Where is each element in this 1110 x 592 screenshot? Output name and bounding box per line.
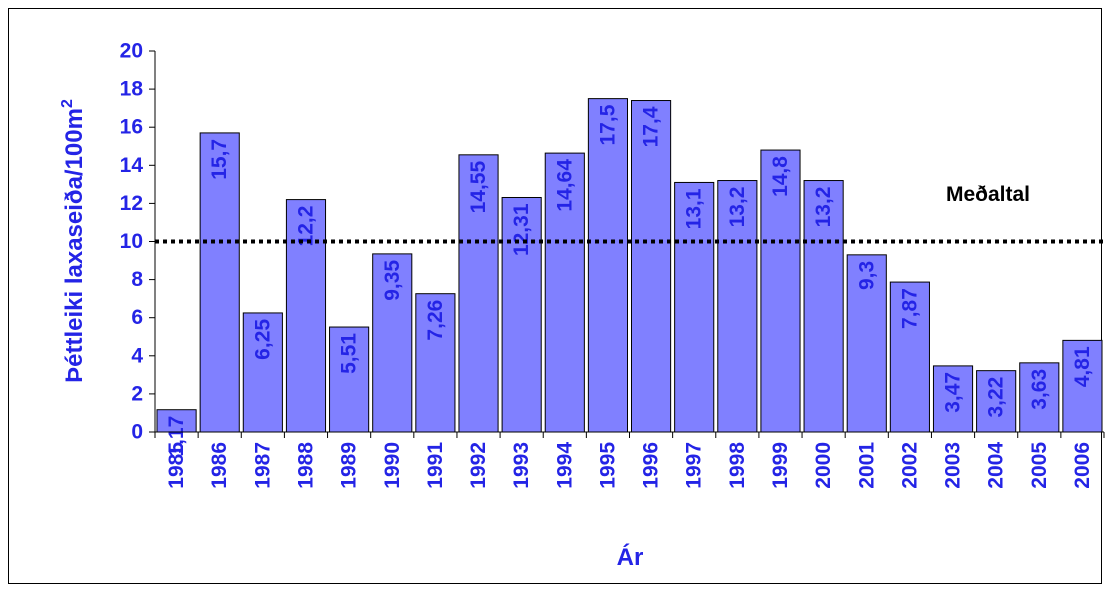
x-tick-label-1989: 1989	[338, 442, 361, 489]
bar-2001	[846, 254, 887, 433]
data-label-1987: 6,25	[251, 319, 274, 360]
data-label-1993: 12,31	[510, 203, 533, 256]
x-tick-label-1990: 1990	[381, 442, 404, 489]
data-label-1994: 14,64	[553, 159, 576, 212]
x-tick-label-1988: 1988	[294, 442, 317, 489]
y-tick-label-0: 0	[131, 421, 143, 444]
x-tick-label-2001: 2001	[855, 442, 878, 489]
x-tick-label-1992: 1992	[467, 442, 490, 489]
x-tick-label-2004: 2004	[985, 442, 1008, 489]
bar-1993	[501, 196, 542, 433]
x-tick-label-2002: 2002	[898, 442, 921, 489]
data-label-1986: 15,7	[208, 139, 231, 180]
data-label-2005: 3,63	[1028, 369, 1051, 410]
x-tick-label-2003: 2003	[942, 442, 965, 489]
bar-2005	[1019, 362, 1060, 433]
x-tick-label-1998: 1998	[726, 442, 749, 489]
bar-2004	[976, 370, 1017, 433]
data-label-2003: 3,47	[942, 372, 965, 413]
x-tick-label-2005: 2005	[1028, 442, 1051, 489]
x-axis-title: Ár	[617, 543, 644, 571]
x-tick-label-1997: 1997	[683, 442, 706, 489]
y-tick-label-2: 2	[131, 382, 143, 405]
x-tick-label-1996: 1996	[640, 442, 663, 489]
y-axis-title-text: Þéttleiki laxaseiða/100m	[61, 108, 88, 383]
data-label-1997: 13,1	[683, 188, 706, 229]
x-tick-label-1986: 1986	[208, 442, 231, 489]
bar-1995	[587, 98, 629, 433]
data-label-1988: 12,2	[294, 206, 317, 247]
data-label-2002: 7,87	[898, 288, 921, 329]
x-tick-label-1994: 1994	[553, 442, 576, 489]
x-tick-label-1993: 1993	[510, 442, 533, 489]
y-tick-label-8: 8	[131, 268, 143, 291]
y-tick-label-16: 16	[120, 116, 143, 139]
bar-1986	[199, 132, 240, 433]
x-tick-label-1987: 1987	[251, 442, 274, 489]
data-label-1992: 14,55	[467, 161, 490, 214]
x-tick-label-1999: 1999	[769, 442, 792, 489]
y-tick-label-18: 18	[120, 78, 144, 101]
bar-1998	[717, 180, 758, 433]
y-axis-title-superscript: 2	[59, 99, 76, 108]
x-tick-label-1995: 1995	[596, 442, 619, 489]
y-tick-label-20: 20	[120, 40, 143, 63]
data-label-1985: 1,17	[165, 416, 188, 457]
bar-1996	[631, 100, 672, 433]
data-label-1995: 17,5	[596, 104, 619, 145]
x-tick-label-2000: 2000	[812, 442, 835, 489]
data-label-1999: 14,8	[769, 156, 792, 197]
data-label-2006: 4,81	[1071, 346, 1094, 387]
y-tick-label-6: 6	[131, 306, 143, 329]
bar-1987	[242, 312, 283, 433]
data-label-1998: 13,2	[726, 187, 749, 228]
data-label-1989: 5,51	[338, 333, 361, 374]
bar-2000	[803, 180, 844, 433]
y-tick-label-12: 12	[120, 192, 143, 215]
data-label-2004: 3,22	[985, 377, 1008, 418]
mean-label: Meðaltal	[946, 183, 1030, 206]
bar-1991	[415, 293, 456, 433]
y-tick-label-10: 10	[120, 230, 143, 253]
bar-1999	[760, 149, 801, 433]
bar-1992	[458, 154, 499, 433]
data-label-2001: 9,3	[855, 261, 878, 290]
x-tick-label-2006: 2006	[1071, 442, 1094, 489]
bar-2002	[889, 281, 930, 433]
y-tick-label-4: 4	[131, 344, 143, 367]
y-axis-title: Þéttleiki laxaseiða/100m2	[59, 99, 88, 383]
data-label-2000: 13,2	[812, 187, 835, 228]
bar-1994	[544, 152, 585, 433]
bar-2003	[932, 365, 974, 433]
bar-2006	[1062, 339, 1103, 433]
data-label-1990: 9,35	[381, 260, 404, 301]
x-tick-label-1985: 1985	[165, 442, 188, 489]
y-tick-label-14: 14	[120, 154, 144, 177]
data-label-1991: 7,26	[424, 300, 447, 341]
data-label-1996: 17,4	[640, 106, 663, 147]
x-tick-label-1991: 1991	[424, 442, 447, 489]
